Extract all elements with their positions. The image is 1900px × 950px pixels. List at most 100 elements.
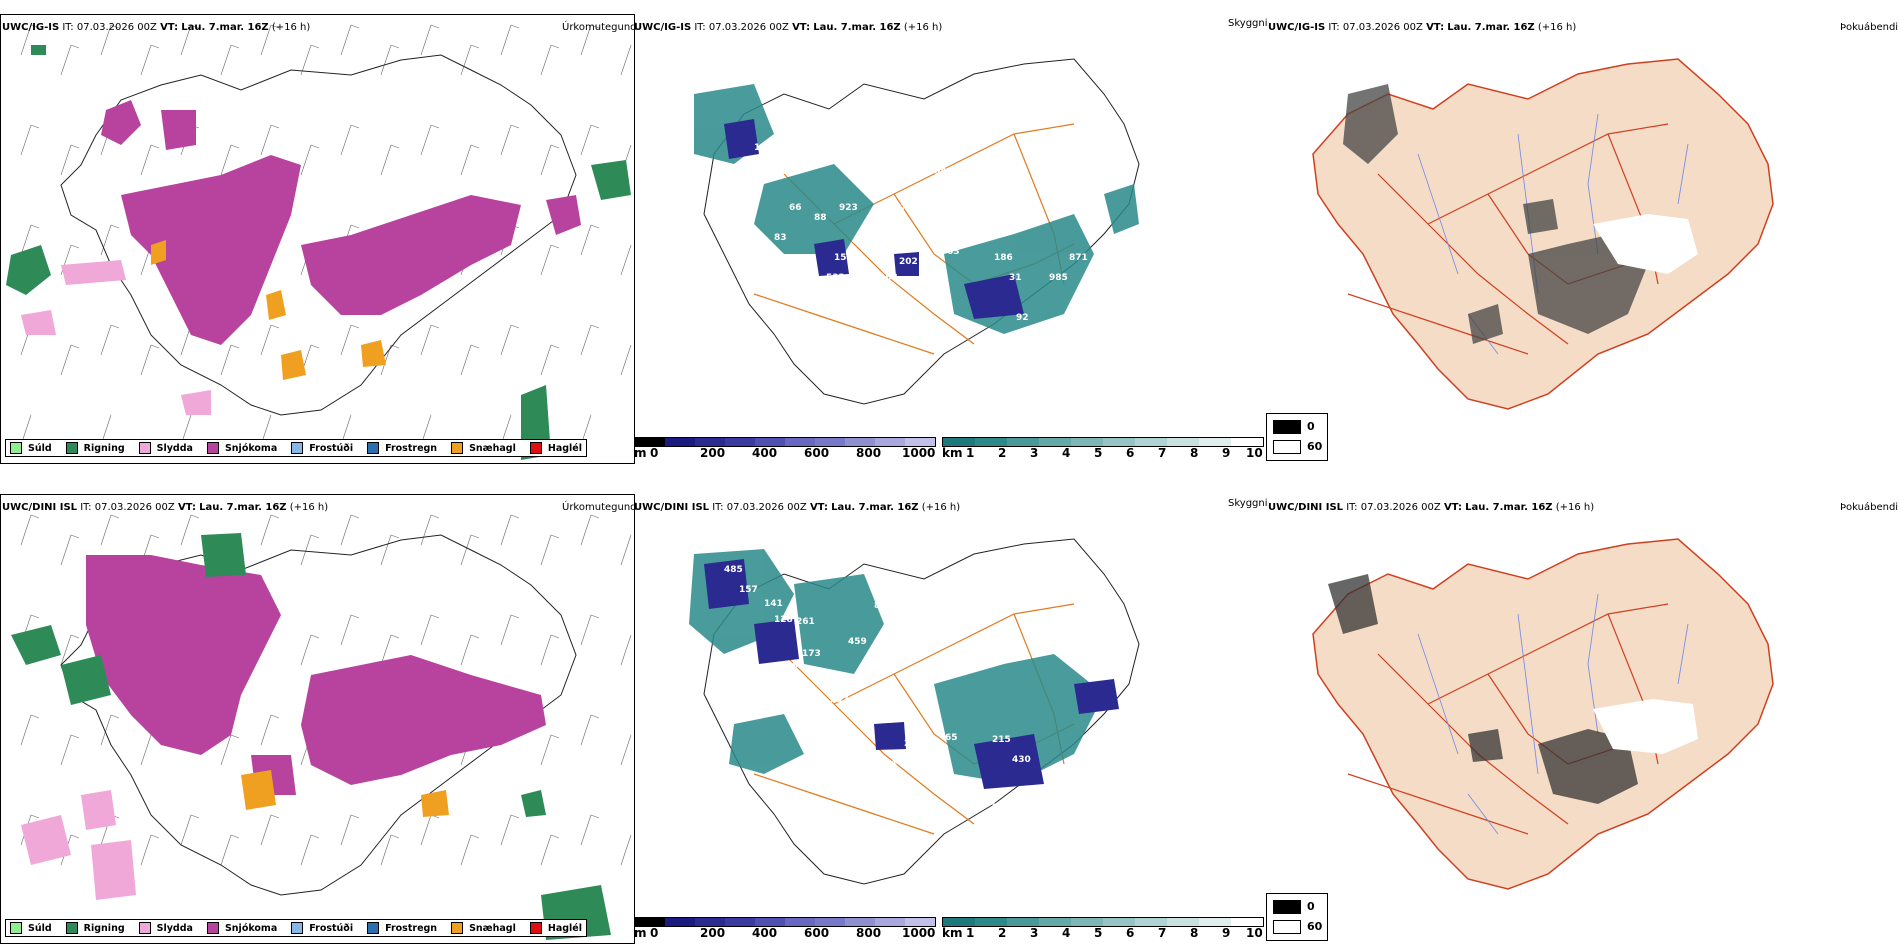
cloud-base-value: 112: [1142, 753, 1161, 763]
iceland-land: [1312, 58, 1774, 410]
cloud-base-value: 92: [992, 803, 1005, 813]
cloud-base-value: 31: [1009, 273, 1022, 283]
cloud-base-value: 201: [866, 653, 885, 663]
iceland-outline: [60, 534, 577, 896]
colorbar-tick: 6: [1126, 446, 1135, 460]
cloud-base-value: 47: [1052, 323, 1065, 333]
legend-swatch: [291, 922, 304, 934]
legend-item: Rigning: [65, 922, 125, 934]
colorbar-tick: 6: [1126, 926, 1135, 940]
it-label: IT:: [80, 502, 92, 513]
height-colorbar-labels: m 0 200 400 600 800 1000: [634, 926, 944, 940]
cloud-base-value: 985: [1049, 273, 1068, 283]
vt-label: VT:: [792, 22, 811, 33]
colorbar-step: [1039, 918, 1071, 926]
it-value: 07.03.2026 00Z: [94, 502, 175, 513]
colorbar-step: [1071, 438, 1103, 446]
height-colorbar-strip: [634, 437, 936, 447]
snow-areas: [101, 100, 581, 345]
it-label: IT:: [62, 22, 74, 33]
legend-label: Haglél: [547, 922, 582, 934]
km-colorbar-dini: km 1 2 3 4 5 6 7 8 9 10: [942, 917, 1264, 941]
lead-time: (+16 h): [271, 22, 311, 33]
cloud-base-value: 311: [804, 283, 823, 293]
it-value: 07.03.2026 00Z: [726, 502, 807, 513]
model-name: UWC/DINI ISL: [634, 502, 710, 513]
colorbar-tick: 600: [804, 446, 830, 460]
colorbar-step: [1039, 438, 1071, 446]
fog-map-ig: [1312, 58, 1774, 410]
iceland-land: [1312, 538, 1774, 890]
legend-swatch: [529, 442, 542, 454]
colorbar-step: [1103, 918, 1135, 926]
legend-item: Súld: [10, 922, 52, 934]
colorbar-tick: 1000: [902, 446, 936, 460]
cloud-base-value: 878: [894, 203, 913, 213]
cloud-base-value: 261: [796, 617, 815, 627]
glacier-white: [1593, 214, 1698, 274]
legend-swatch: [367, 442, 380, 454]
legend-label: Rigning: [83, 442, 125, 454]
fog-legend-label: 60: [1307, 440, 1323, 453]
legend-swatch: [206, 442, 219, 454]
legend-item: Súld: [10, 442, 52, 454]
legend-item: Snjókoma: [206, 442, 277, 454]
fog-legend-swatch: [1273, 920, 1301, 934]
cloud-base-value: 963: [892, 623, 911, 633]
lead-time: (+16 h): [921, 502, 961, 513]
legend-item: Snæhagl: [451, 442, 516, 454]
colorbar-step: [1231, 918, 1263, 926]
colorbar-tick: 4: [1062, 926, 1071, 940]
fog-legend-swatch: [1273, 900, 1301, 914]
cloud-base-value: 836: [794, 123, 813, 133]
cloud-base-value: 92: [1016, 313, 1029, 323]
legend-swatch: [10, 922, 22, 934]
lead-time: (+16 h): [289, 502, 329, 513]
colorbar-tick: 1: [966, 926, 975, 940]
colorbar-step: [1199, 438, 1231, 446]
cloud-base-value: 485: [724, 565, 743, 575]
it-label: IT:: [712, 502, 724, 513]
cloud-base-value: 157: [739, 585, 758, 595]
legend-label: Haglél: [547, 442, 582, 454]
legend-label: Súld: [28, 922, 52, 934]
cloud-base-value: 132: [959, 393, 978, 403]
precip-map-ig: [6, 24, 632, 460]
river-network: [1417, 593, 1689, 835]
cloud-base-value: 161: [1160, 715, 1179, 725]
colorbar-step: [845, 918, 875, 926]
legend-swatch: [451, 442, 464, 454]
vt-value: Lau. 7.mar. 16Z: [813, 22, 901, 33]
cloud-base-values: 485 157 141 128 261 856 963 459 888 201 …: [724, 565, 1219, 919]
colorbar-step: [1007, 438, 1039, 446]
colorbar-step: [1007, 918, 1039, 926]
precip-type-legend: Súld Rigning Slydda Snjókoma Frostúði Fr…: [5, 439, 587, 457]
it-value: 07.03.2026 00Z: [708, 22, 789, 33]
colorbar-step: [975, 918, 1007, 926]
wind-barbs: [20, 24, 632, 446]
cloud-map-panel-ig: 108 836 490 878 83 88 923 66 158 124 202…: [634, 14, 1266, 462]
legend-swatch: [65, 922, 78, 934]
colorbar-tick: 10: [1246, 446, 1263, 460]
it-value: 07.03.2026 00Z: [76, 22, 157, 33]
colorbar-step: [1199, 918, 1231, 926]
colorbar-step: [785, 918, 815, 926]
precip-title-ig: Úrkomutegund: [562, 22, 637, 33]
vt-value: Lau. 7.mar. 16Z: [831, 502, 919, 513]
colorbar-step: [875, 438, 905, 446]
legend-item: Haglél: [529, 442, 582, 454]
cloud-header-dini: UWC/DINI ISL IT: 07.03.2026 00Z VT: Lau.…: [634, 502, 960, 513]
cloud-map-dini: 485 157 141 128 261 856 963 459 888 201 …: [689, 538, 1219, 919]
it-label: IT:: [694, 22, 706, 33]
cloud-base-value: 124: [854, 263, 873, 273]
cloud-base-value: 182: [979, 353, 998, 363]
colorbar-tick: 7: [1158, 446, 1167, 460]
vt-value: Lau. 7.mar. 16Z: [199, 502, 287, 513]
colorbar-unit: m: [634, 446, 647, 460]
cloud-base-value: 88: [814, 213, 827, 223]
model-name: UWC/IG-IS: [1268, 22, 1326, 33]
dense-cloud-areas: [724, 119, 1024, 319]
colorbar-tick: 800: [856, 446, 882, 460]
legend-label: Snæhagl: [469, 922, 516, 934]
snow-areas: [86, 555, 546, 795]
